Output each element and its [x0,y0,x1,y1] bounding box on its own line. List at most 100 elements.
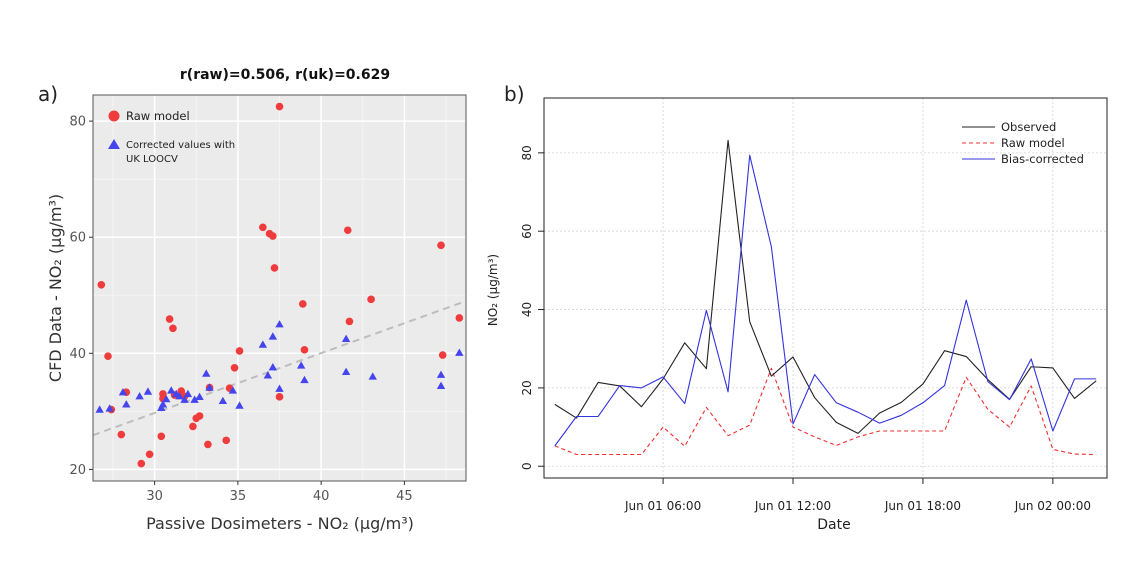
raw-model-point [300,346,309,354]
corrected-point [296,361,306,369]
corrected-point [195,392,204,400]
line-y-tick-label: 40 [520,302,534,317]
line-plot-border [543,97,1108,479]
scatter-y-tick-label: 80 [69,115,86,130]
panel-a-label: a) [38,82,58,106]
raw-model-point [438,351,447,359]
raw-model-point [169,324,177,333]
scatter-y-ticks: 20 40 60 80 [69,115,93,478]
corrected-point [341,367,351,376]
raw-model-point [269,232,277,240]
corrected-point [205,383,214,391]
corrected-point [118,387,128,396]
corrected-point [122,400,131,408]
raw-model-point [270,264,279,272]
raw-model-point [189,422,197,431]
corrected-point [190,395,199,403]
line-x-axis-label: Date [817,517,850,533]
corrected-point [180,395,189,403]
raw-model-point [437,241,445,250]
line-y-axis-label: NO₂ (µg/m³) [486,254,500,326]
corrected-point [175,392,184,400]
raw-model-point [104,352,112,361]
corrected-point [158,400,168,408]
raw-model-point [275,393,284,401]
raw-model-point [165,315,174,323]
panel-b-label: b) [504,82,525,106]
corrected-point [300,375,309,384]
corrected-point [135,392,144,400]
corrected-point [235,401,244,409]
scatter-y-tick-label: 20 [69,463,86,478]
raw-model-point [137,459,146,468]
corrected-point [218,396,228,405]
corrected-point [341,334,351,342]
raw-model-point [367,295,375,304]
panel-a: a) r(raw)=0.506, r(uk)=0.629 30 35 40 45 20… [38,67,467,533]
line-y-tick-label: 60 [520,224,534,239]
raw-model-point [230,364,239,372]
scatter-y-axis-label: CFD Data - NO₂ (µg/m³) [46,194,65,382]
corrected-point [105,404,114,412]
corrected-point [436,370,446,378]
corrected-point [263,371,273,379]
corrected-point [455,348,464,356]
corrected-point [228,386,238,394]
legend-line-label: Bias-corrected [1001,152,1084,166]
scatter-x-tick-label: 45 [396,489,413,504]
corrected-points [95,320,464,413]
corrected-point [268,363,278,371]
corrected-point [202,369,211,377]
raw-model-point [343,226,352,235]
scatter-plot-border [92,94,467,482]
line-y-tick-label: 80 [520,145,534,160]
scatter-y-tick-label: 60 [69,231,86,246]
scatter-y-tick-label: 40 [69,347,86,362]
scatter-x-tick-label: 40 [313,489,330,504]
raw-model-point [345,317,354,326]
raw-model-point [204,440,212,449]
legend-line-label: Raw model [1001,136,1065,150]
legend-line-label: Observed [1001,120,1056,134]
raw-model-point [259,223,267,232]
raw-model-point [97,281,106,289]
line-x-tick-label: Jun 01 06:00 [624,499,701,513]
line-x-tick-label: Jun 02 00:00 [1014,499,1091,513]
scatter-legend: Raw model Corrected values with UK LOOCV [108,109,238,165]
corrected-point [183,389,193,398]
legend-raw-model-marker [108,110,120,122]
line-legend: Observed Raw model Bias-corrected [962,120,1084,166]
raw-model-point [455,314,464,322]
corrected-point [275,384,284,392]
legend-corrected-label: Corrected values with UK LOOCV [126,140,238,165]
raw-model-point [117,430,126,439]
corrected-point [436,381,446,389]
line-y-tick-label: 0 [520,462,534,470]
raw-model-point [222,436,231,445]
line-chart-series [554,139,1097,456]
corrected-point [167,386,176,394]
line-y-ticks: 0 20 40 60 80 [520,145,544,470]
scatter-x-ticks: 30 35 40 45 [146,481,413,504]
raw-model-point [157,432,166,441]
scatter-x-tick-label: 35 [230,489,247,504]
line-x-tick-label: Jun 01 18:00 [884,499,961,513]
scatter-grid [93,95,466,481]
corrected-point [258,340,268,348]
series-bias-corrected-line [554,154,1097,447]
scatter-title: r(raw)=0.506, r(uk)=0.629 [180,67,390,83]
corrected-point [275,320,284,328]
corrected-point [95,405,104,413]
raw-model-point [235,347,244,355]
line-x-tick-label: Jun 01 12:00 [754,499,831,513]
panel-b: b) Jun 01 06:00 Jun 01 12:00 Jun 01 18:00 J… [486,82,1108,533]
corrected-point [368,372,377,380]
scatter-reference-line [92,300,467,437]
raw-model-point [299,300,307,308]
legend-corrected-marker [108,139,120,149]
corrected-point [143,387,153,395]
raw-model-point [195,412,204,420]
line-y-tick-label: 20 [520,380,534,395]
corrected-point [268,332,278,340]
